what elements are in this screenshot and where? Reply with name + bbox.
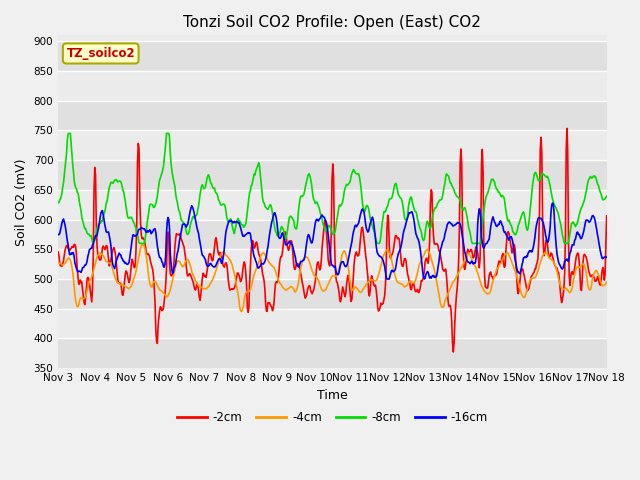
Bar (58, 279, 607, 309)
Text: TZ_soilco2: TZ_soilco2 (67, 47, 135, 60)
Bar (58, 249, 607, 279)
X-axis label: Time: Time (317, 389, 348, 402)
Y-axis label: Soil CO2 (mV): Soil CO2 (mV) (15, 158, 28, 245)
Bar (58, 41, 607, 71)
Legend: -2cm, -4cm, -8cm, -16cm: -2cm, -4cm, -8cm, -16cm (172, 407, 492, 429)
Bar (58, 71, 607, 101)
Bar (58, 160, 607, 190)
Bar (58, 190, 607, 219)
Title: Tonzi Soil CO2 Profile: Open (East) CO2: Tonzi Soil CO2 Profile: Open (East) CO2 (184, 15, 481, 30)
Bar (58, 309, 607, 338)
Bar (58, 36, 607, 41)
Bar (58, 338, 607, 368)
Bar (58, 101, 607, 131)
Bar (58, 219, 607, 249)
Bar (58, 131, 607, 160)
